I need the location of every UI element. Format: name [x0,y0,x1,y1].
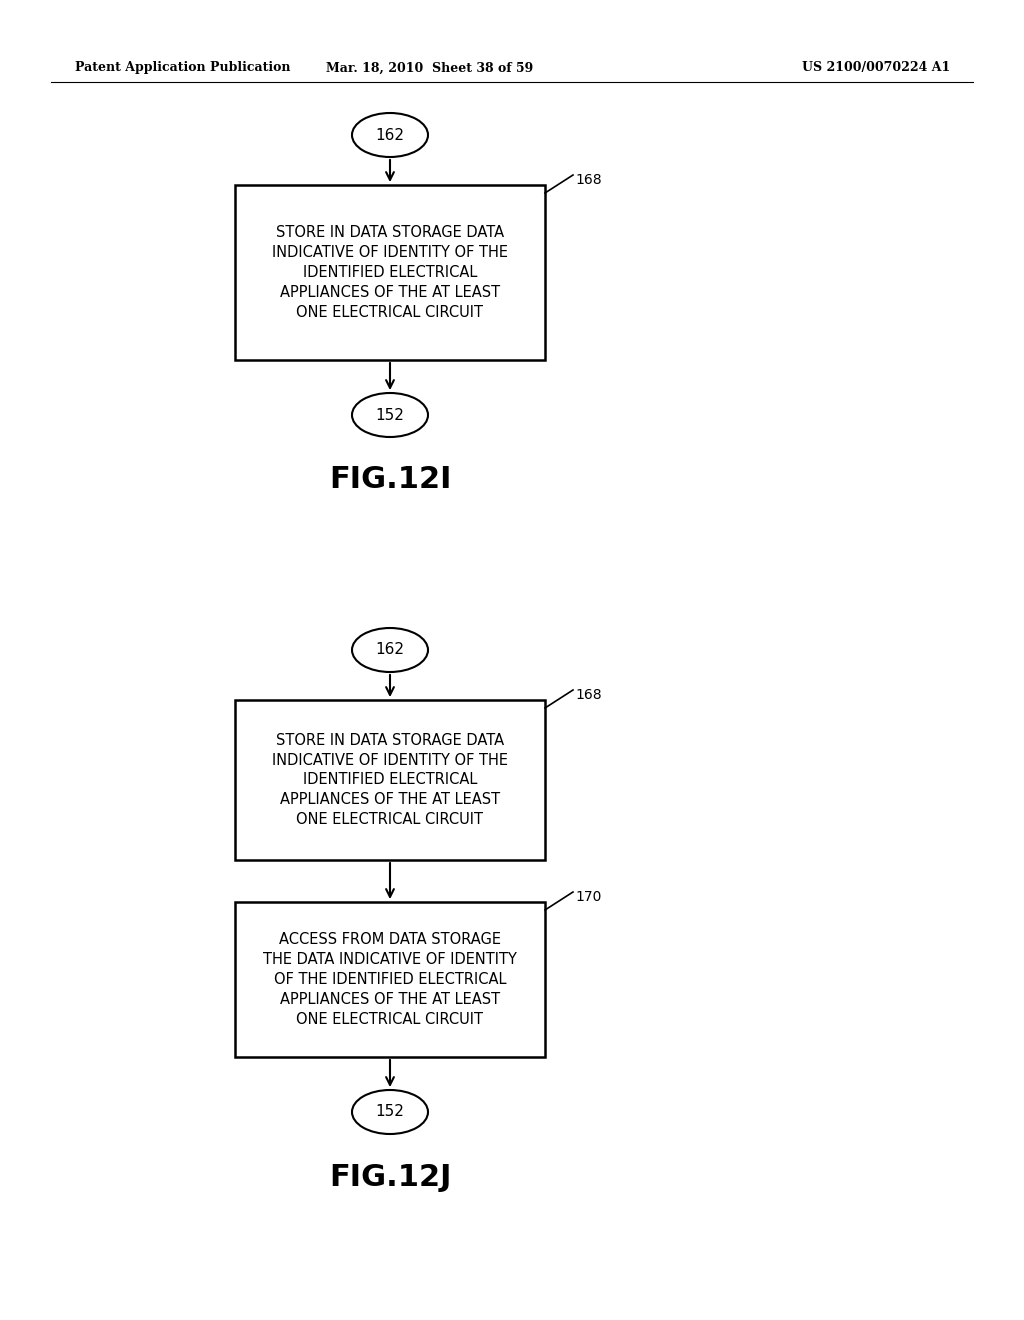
Ellipse shape [352,393,428,437]
Text: 170: 170 [575,890,601,904]
Text: STORE IN DATA STORAGE DATA
INDICATIVE OF IDENTITY OF THE
IDENTIFIED ELECTRICAL
A: STORE IN DATA STORAGE DATA INDICATIVE OF… [272,226,508,319]
Text: 168: 168 [575,688,602,702]
Text: FIG.12I: FIG.12I [329,466,452,495]
Ellipse shape [352,114,428,157]
Ellipse shape [352,1090,428,1134]
Text: 162: 162 [376,128,404,143]
Text: 152: 152 [376,1105,404,1119]
Text: Mar. 18, 2010  Sheet 38 of 59: Mar. 18, 2010 Sheet 38 of 59 [327,62,534,74]
Text: ACCESS FROM DATA STORAGE
THE DATA INDICATIVE OF IDENTITY
OF THE IDENTIFIED ELECT: ACCESS FROM DATA STORAGE THE DATA INDICA… [263,932,517,1027]
Text: US 2100/0070224 A1: US 2100/0070224 A1 [802,62,950,74]
Bar [234,902,545,1057]
Bar [234,185,545,360]
Text: FIG.12J: FIG.12J [329,1163,452,1192]
Text: 162: 162 [376,643,404,657]
Text: STORE IN DATA STORAGE DATA
INDICATIVE OF IDENTITY OF THE
IDENTIFIED ELECTRICAL
A: STORE IN DATA STORAGE DATA INDICATIVE OF… [272,733,508,828]
Ellipse shape [352,628,428,672]
Text: 152: 152 [376,408,404,422]
Text: Patent Application Publication: Patent Application Publication [75,62,291,74]
Bar [234,700,545,861]
Text: 168: 168 [575,173,602,187]
